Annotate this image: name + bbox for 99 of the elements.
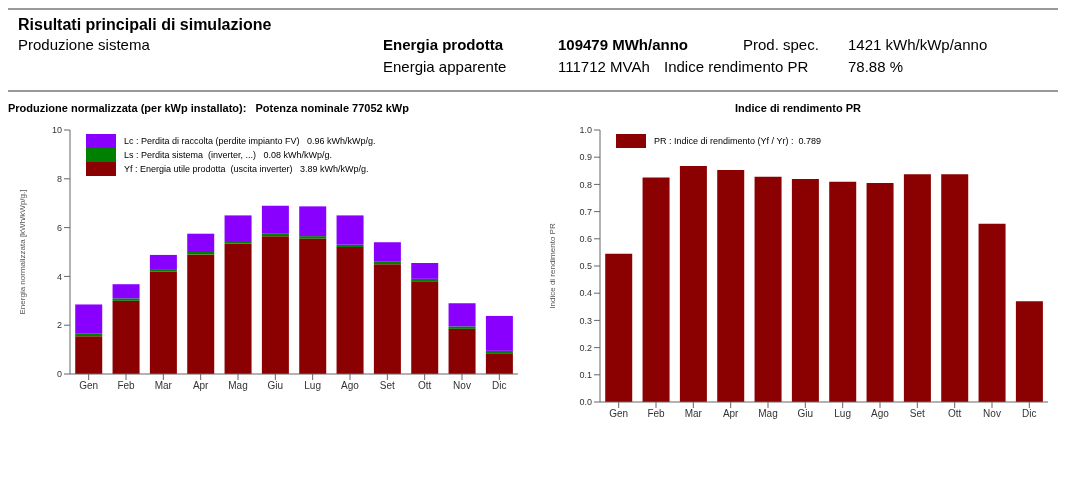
x-tick-label: Dic [492,380,507,392]
x-tick-label: Mar [154,380,173,392]
bar [941,174,969,402]
bar [373,264,401,374]
text: 1421 kWh/kWp/anno [848,36,988,53]
y-tick-label: 0 [56,369,62,380]
y-tick-label: 0.6 [579,233,592,244]
x-tick-label: Nov [983,408,1001,420]
bar [149,271,177,374]
x-tick-label: Mar [684,408,703,420]
x-tick-label: Lug [304,380,322,392]
y-tick-label: 0.3 [579,315,592,326]
chart-title: Produzione normalizzata (per kWp installato): Potenza nominale 77052 kWp [8,102,410,114]
y-tick-label: 0.4 [579,288,592,299]
bar [187,233,215,252]
x-tick-label: Set [379,380,396,392]
bar [149,269,177,272]
x-tick-label: Apr [192,380,210,392]
bar [75,336,103,374]
bar [642,177,670,402]
text: Prod. spec. [743,36,819,53]
bar [866,183,894,402]
bar [224,243,252,374]
x-tick-label: Dic [1022,408,1037,420]
bar [112,298,140,301]
bar [903,174,931,402]
x-tick-label: Gen [609,408,629,420]
bar [299,236,327,239]
x-tick-label: Mag [228,380,248,392]
bar [448,328,476,374]
y-tick-label: 0.2 [579,342,592,353]
x-tick-label: Ott [417,380,432,392]
y-tick-label: 10 [51,125,62,136]
y-tick-label: 4 [56,271,62,282]
legend-label: Lc : Perdita di raccolta (perdite impianto FV) 0.96 kWh/kWp/g. [124,135,376,148]
x-tick-label: Giu [797,408,814,420]
bar [605,253,633,402]
y-tick-label: 6 [56,222,62,233]
x-tick-label: Nov [453,380,471,392]
y-tick-label: 1.0 [579,125,592,136]
bar [373,242,401,262]
bar [187,254,215,374]
y-tick-label: 0.8 [579,179,592,190]
bar [448,303,476,327]
bar [448,326,476,329]
y-tick-label: 8 [56,173,62,184]
text: 111712 MVAh [558,58,650,75]
y-tick-label: 0.5 [579,261,592,272]
x-tick-label: Feb [117,380,136,392]
bar [679,165,707,402]
bar [299,238,327,374]
text: Risultati principali di simulazione [18,16,272,34]
y-tick-label: 0.1 [579,369,592,380]
bar [112,300,140,374]
bar [112,284,140,299]
bar [75,304,103,334]
x-tick-label: Giu [267,380,284,392]
text: 109479 MWh/anno [558,36,689,53]
bar [717,169,745,402]
text: 78.88 % [848,58,904,75]
bar [224,215,252,242]
x-tick-label: Ott [947,408,962,420]
y-tick-label: 0.7 [579,206,592,217]
legend-label: Ls : Perdita sistema (inverter, ...) 0.08 kWh/kWp/g. [124,149,333,162]
x-tick-label: Apr [722,408,740,420]
x-tick-label: Ago [341,380,360,392]
bar [336,247,364,374]
bar [336,215,364,245]
bar [754,176,782,402]
bar [978,223,1006,402]
bar [1015,301,1043,402]
bar [829,181,857,402]
y-axis-title: Indice di rendimento PR [547,223,557,309]
text: Indice rendimento PR [664,58,809,75]
text: Produzione sistema [18,36,150,53]
y-tick-label: 0.0 [579,397,592,408]
x-tick-label: Gen [79,380,99,392]
bar [485,353,513,374]
bar [299,206,327,237]
chart-title: Indice di rendimento PR [734,102,862,114]
bar [791,178,819,402]
x-tick-label: Set [909,408,926,420]
x-tick-label: Lug [834,408,852,420]
bar [411,281,439,374]
bar [149,254,177,270]
text: Energia prodotta [383,36,504,53]
bar [261,236,289,374]
x-tick-label: Mag [758,408,778,420]
text: Energia apparente [383,58,507,75]
x-tick-label: Ago [871,408,890,420]
bar [261,205,289,234]
x-tick-label: Feb [647,408,666,420]
bar [485,315,513,351]
y-axis-title: Energia normalizzata [kWh/kWp/g.] [17,189,27,315]
y-tick-label: 2 [56,320,62,331]
legend-label: Yf : Energia utile prodotta (uscita inverter) 3.89 kWh/kWp/g. [124,163,369,176]
legend-label: PR : Indice di rendimento (Yf / Yr) : 0.789 [654,135,821,148]
y-tick-label: 0.9 [579,152,592,163]
bar [411,262,439,279]
